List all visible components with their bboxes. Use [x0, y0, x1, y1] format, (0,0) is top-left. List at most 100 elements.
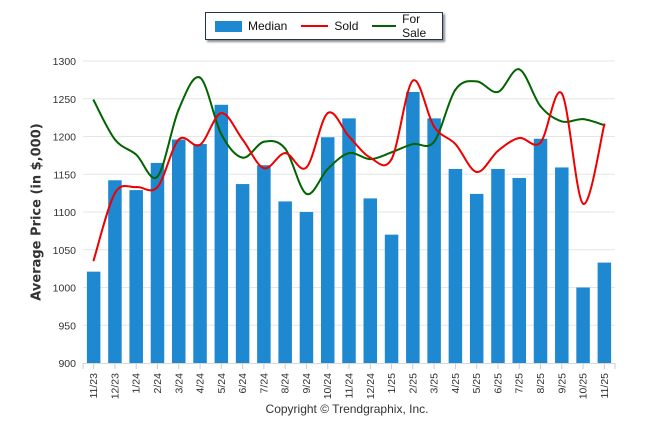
- bar-median-8-24[interactable]: [278, 201, 292, 363]
- x-tick-label: 8/25: [535, 373, 547, 394]
- point-for-sale: [433, 140, 436, 143]
- point-for-sale: [454, 88, 457, 91]
- bar-median-6-25[interactable]: [491, 168, 505, 363]
- point-sold: [177, 138, 180, 141]
- bar-median-1-24[interactable]: [129, 190, 143, 363]
- point-sold: [113, 192, 116, 195]
- bar-median-3-24[interactable]: [172, 139, 186, 363]
- x-tick-label: 7/24: [258, 373, 270, 394]
- point-for-sale: [390, 151, 393, 154]
- bar-median-10-24[interactable]: [320, 137, 335, 363]
- point-for-sale: [560, 120, 563, 123]
- point-for-sale: [156, 175, 159, 178]
- point-sold: [496, 149, 499, 152]
- median-swatch-icon: [215, 20, 242, 32]
- point-for-sale: [582, 118, 585, 121]
- point-sold: [539, 141, 542, 144]
- bar-median-2-25[interactable]: [406, 91, 420, 363]
- bar-median-8-25[interactable]: [533, 138, 548, 363]
- bar-median-4-25[interactable]: [448, 168, 463, 363]
- bar-median-11-25[interactable]: [597, 262, 612, 363]
- x-tick-label: 1/24: [131, 373, 143, 394]
- bar-median-1-25[interactable]: [384, 234, 399, 363]
- point-sold: [390, 158, 393, 161]
- x-tick-label: 9/24: [301, 373, 313, 394]
- bar-median-11-23[interactable]: [86, 271, 101, 363]
- y-tick-label: 1050: [53, 245, 77, 257]
- x-tick-label: 11/23: [88, 373, 100, 399]
- point-for-sale: [199, 76, 202, 79]
- point-sold: [199, 143, 202, 146]
- legend-label-sold: Sold: [334, 19, 359, 33]
- point-sold: [560, 92, 563, 95]
- x-tick-label: 10/25: [578, 373, 590, 399]
- bar-median-10-25[interactable]: [576, 287, 590, 364]
- bar-median-4-24[interactable]: [193, 144, 207, 363]
- copyright-footer: Copyright © Trendgraphix, Inc.: [265, 402, 429, 416]
- point-sold: [305, 166, 308, 169]
- bar-median-7-24[interactable]: [257, 165, 271, 363]
- point-for-sale: [305, 192, 308, 195]
- point-for-sale: [241, 156, 244, 159]
- point-sold: [92, 259, 95, 262]
- x-tick-label: 8/24: [280, 373, 292, 394]
- bar-median-9-24[interactable]: [299, 212, 314, 363]
- bar-median-12-24[interactable]: [363, 198, 378, 363]
- point-sold: [369, 156, 372, 159]
- y-tick-label: 950: [58, 320, 76, 332]
- bar-median-12-23[interactable]: [108, 180, 122, 363]
- x-tick-label: 7/25: [514, 373, 526, 394]
- bar-median-2-24[interactable]: [150, 162, 165, 363]
- y-tick-label: 1150: [53, 169, 76, 181]
- median-bars: [86, 91, 612, 364]
- y-tick-label: 1250: [53, 94, 77, 106]
- point-sold: [220, 112, 223, 115]
- y-tick-label: 1100: [53, 207, 76, 219]
- point-sold: [156, 186, 159, 189]
- point-for-sale: [411, 143, 414, 146]
- x-tick-label: 9/25: [556, 373, 568, 394]
- point-for-sale: [177, 108, 180, 111]
- point-for-sale: [262, 140, 265, 143]
- x-tick-label: 11/25: [599, 373, 611, 399]
- x-tick-label: 6/24: [237, 373, 249, 394]
- bar-median-3-25[interactable]: [427, 118, 441, 363]
- point-for-sale: [518, 68, 521, 71]
- x-tick-label: 4/25: [450, 373, 462, 394]
- legend-item-median[interactable]: Median: [215, 19, 287, 33]
- point-for-sale: [539, 105, 542, 108]
- y-tick-label: 1200: [53, 132, 77, 144]
- point-for-sale: [284, 147, 287, 150]
- bar-median-7-25[interactable]: [512, 178, 526, 363]
- x-tick-label: 1/25: [386, 373, 398, 394]
- x-tick-label: 3/25: [429, 373, 441, 394]
- point-sold: [518, 137, 521, 140]
- point-sold: [135, 186, 138, 189]
- x-tick-label: 10/24: [322, 373, 334, 399]
- point-sold: [411, 79, 414, 82]
- x-tick-label: 12/24: [365, 373, 377, 399]
- for-sale-line-icon: [372, 25, 397, 27]
- bar-median-5-25[interactable]: [469, 193, 484, 363]
- y-axis-ticks: 900 950 1000 1050 1100 1150 1200 1250 1300: [53, 56, 77, 370]
- legend-item-for-sale[interactable]: For Sale: [372, 12, 442, 40]
- series-lines: [92, 68, 606, 262]
- point-for-sale: [220, 133, 223, 136]
- x-tick-label: 5/24: [216, 373, 228, 394]
- legend-item-sold[interactable]: Sold: [301, 19, 358, 33]
- point-for-sale: [496, 90, 499, 93]
- bar-median-6-24[interactable]: [235, 184, 250, 363]
- point-sold: [433, 125, 436, 128]
- x-tick-label: 6/25: [492, 373, 504, 394]
- x-tick-label: 2/24: [152, 373, 164, 394]
- legend-label-median: Median: [248, 19, 288, 33]
- sold-line-icon: [301, 25, 329, 27]
- point-sold: [326, 112, 329, 115]
- legend: Median Sold For Sale: [205, 12, 443, 40]
- bar-median-5-24[interactable]: [214, 104, 229, 363]
- bar-median-11-24[interactable]: [342, 118, 356, 363]
- point-for-sale: [348, 152, 350, 155]
- bar-median-9-25[interactable]: [555, 167, 569, 363]
- x-tick-label: 5/25: [471, 373, 483, 394]
- point-for-sale: [113, 138, 116, 141]
